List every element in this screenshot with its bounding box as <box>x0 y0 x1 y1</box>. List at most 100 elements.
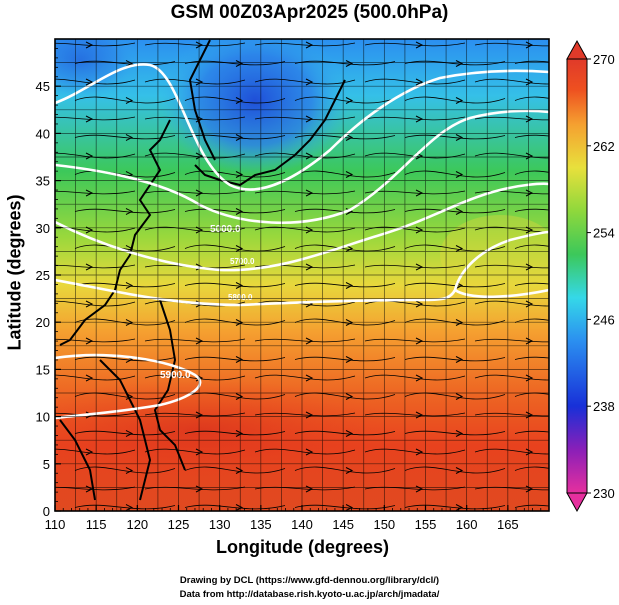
streamline <box>144 190 246 195</box>
y-axis-ticks: 0 5 10 15 20 25 30 35 40 45 <box>36 38 61 519</box>
streamline <box>55 226 136 233</box>
streamline-arrow <box>415 448 424 456</box>
streamline <box>144 374 246 381</box>
streamline-arrow <box>455 208 464 215</box>
streamline-arrow <box>305 115 314 123</box>
streamline-arrow <box>235 245 244 252</box>
y-tick-label: 10 <box>36 410 50 425</box>
streamline-arrow <box>345 134 354 141</box>
streamline-arrow <box>195 448 204 456</box>
streamline-arrow <box>305 337 314 345</box>
streamline <box>364 412 466 417</box>
streamline <box>364 374 466 381</box>
streamline-arrow <box>525 78 534 86</box>
streamline <box>404 96 506 104</box>
streamline-arrow <box>235 60 244 67</box>
x-tick-label: 110 <box>45 517 66 532</box>
streamline-arrow <box>525 485 534 493</box>
streamline-arrow <box>525 263 534 271</box>
streamline-arrow <box>345 60 354 67</box>
x-tick-label: 150 <box>373 517 395 532</box>
streamline <box>404 282 506 288</box>
streamline <box>514 318 549 323</box>
streamline-arrow <box>85 189 94 197</box>
streamline <box>404 356 506 362</box>
streamline-arrow <box>235 393 244 400</box>
streamline <box>254 116 356 121</box>
streamline-arrow <box>525 448 534 456</box>
streamline-arrow <box>235 504 244 511</box>
colorbar-tick-label: 270 <box>593 52 615 67</box>
streamline-arrow <box>455 245 464 252</box>
streamline <box>55 300 136 307</box>
streamline-arrow <box>305 189 314 197</box>
streamline <box>294 134 396 140</box>
x-axis-ticks: 110 115 120 125 130 135 140 145 150 155 160 165 <box>45 505 550 532</box>
x-tick-label: 165 <box>497 517 519 532</box>
x-tick-label: 155 <box>415 517 437 532</box>
streamline-arrow <box>305 374 314 382</box>
streamline <box>404 430 506 436</box>
streamline <box>294 170 396 178</box>
colorbar-tick-label: 254 <box>593 226 615 241</box>
streamline <box>364 338 466 343</box>
streamline <box>474 264 549 269</box>
streamline <box>254 300 356 307</box>
streamline-arrow <box>235 171 244 178</box>
streamline-arrow <box>455 356 464 363</box>
streamline <box>74 134 176 140</box>
streamline-arrow <box>415 300 424 308</box>
streamline-arrow <box>525 411 534 419</box>
streamline-arrow <box>345 356 354 363</box>
streamline <box>474 300 549 307</box>
streamline <box>474 190 549 195</box>
streamline <box>55 42 136 47</box>
streamline-arrow <box>415 189 424 197</box>
streamline-arrow <box>415 78 424 86</box>
streamline <box>55 116 136 121</box>
streamline-arrow <box>85 263 94 271</box>
x-tick-label: 160 <box>456 517 478 532</box>
streamline <box>184 96 286 104</box>
streamline <box>184 170 286 178</box>
streamline <box>294 504 396 510</box>
colorbar-tick-label: 238 <box>593 399 615 414</box>
y-tick-label: 45 <box>36 79 50 94</box>
streamline-arrow <box>455 430 464 437</box>
streamline <box>514 244 549 249</box>
streamline-arrow <box>525 189 534 197</box>
streamline <box>184 356 286 362</box>
y-axis-label: Latitude (degrees) <box>4 194 25 351</box>
figure-title: GSM 00Z03Apr2025 (500.0hPa) <box>170 2 449 23</box>
streamline <box>254 412 356 417</box>
y-tick-label: 5 <box>43 457 50 472</box>
y-tick-label: 30 <box>36 221 50 236</box>
streamline <box>514 282 549 286</box>
streamline <box>74 60 176 66</box>
streamline-arrow <box>455 171 464 178</box>
streamline-arrow <box>525 41 534 49</box>
streamline-arrow <box>235 430 244 437</box>
y-tick-label: 20 <box>36 315 50 330</box>
streamline <box>74 170 176 178</box>
streamline <box>364 116 466 121</box>
streamline <box>474 78 549 85</box>
streamline <box>474 412 549 417</box>
streamline-arrow <box>305 152 314 160</box>
colorbar-bottom-arrow <box>566 492 588 513</box>
streamline <box>254 338 356 343</box>
streamline <box>294 466 396 474</box>
streamline-arrow <box>125 430 134 437</box>
streamline <box>74 208 176 214</box>
streamline-arrow <box>345 467 354 474</box>
streamline-arrow <box>525 115 534 123</box>
height-contours <box>55 63 549 420</box>
streamline-arrow <box>125 282 134 289</box>
streamline <box>294 356 396 362</box>
streamline-arrow <box>235 208 244 215</box>
streamline <box>294 282 396 288</box>
streamline-arrow <box>345 171 354 178</box>
streamline-arrow <box>415 337 424 345</box>
streamline <box>404 170 506 178</box>
streamline <box>404 60 506 66</box>
